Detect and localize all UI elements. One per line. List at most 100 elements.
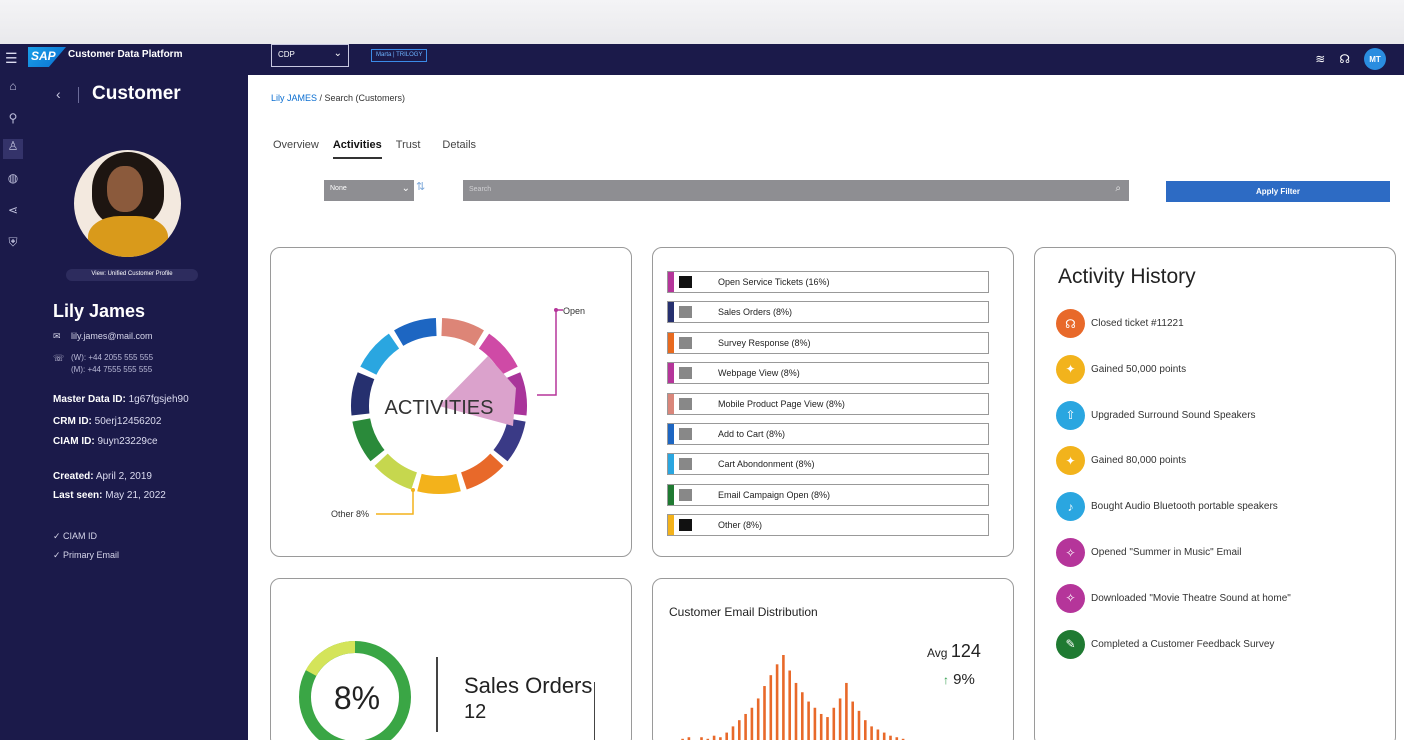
distribution-bar[interactable]	[857, 710, 861, 740]
sort-icon[interactable]: ⇅	[416, 181, 426, 193]
legend-checkbox[interactable]	[679, 276, 692, 288]
donut-segment[interactable]	[374, 453, 417, 490]
legend-row[interactable]: Add to Cart (8%)	[667, 423, 989, 445]
distribution-bar[interactable]	[700, 737, 703, 740]
tab-trust[interactable]: Trust	[395, 139, 421, 151]
legend-checkbox[interactable]	[679, 336, 692, 349]
donut-segment[interactable]	[493, 418, 526, 462]
hierarchy-icon[interactable]: ⚲	[8, 111, 18, 125]
headset-icon[interactable]: ☊	[1339, 52, 1350, 66]
legend-row[interactable]: Other (8%)	[667, 514, 989, 537]
distribution-bar[interactable]	[794, 682, 798, 740]
layers-icon[interactable]: ≋	[1315, 52, 1326, 66]
distribution-bar[interactable]	[681, 738, 684, 740]
distribution-bar[interactable]	[807, 701, 810, 740]
distribution-bar[interactable]	[864, 720, 867, 740]
back-icon[interactable]: ‹	[56, 86, 61, 102]
customer-icon[interactable]: ♙	[3, 139, 23, 159]
legend-checkbox[interactable]	[679, 488, 692, 501]
distribution-bar[interactable]	[712, 735, 716, 740]
legend-row[interactable]: Survey Response (8%)	[667, 331, 989, 354]
activity-history-item[interactable]: ✧ Downloaded "Movie Theatre Sound at home…	[1056, 583, 1291, 613]
legend-row[interactable]: Mobile Product Page View (8%)	[667, 392, 989, 415]
distribution-bar[interactable]	[731, 726, 735, 740]
distribution-bar[interactable]	[845, 682, 848, 740]
legend-row[interactable]: Sales Orders (8%)	[667, 301, 989, 324]
distribution-bar[interactable]	[895, 737, 899, 740]
filter-select[interactable]: None ⌄	[324, 180, 414, 201]
distribution-bar[interactable]	[756, 698, 760, 740]
activity-history-item[interactable]: ♪ Bought Audio Bluetooth portable speaker…	[1056, 492, 1278, 522]
tab-activities[interactable]: Activities	[332, 139, 382, 159]
distribution-bar[interactable]	[882, 732, 886, 740]
distribution-bar[interactable]	[719, 737, 722, 740]
distribution-bar[interactable]	[889, 735, 892, 740]
share-icon[interactable]: ⋖	[7, 203, 19, 217]
donut-segment[interactable]	[394, 318, 437, 346]
shield-icon[interactable]: ⛨	[8, 235, 18, 249]
globe-icon[interactable]: ◍	[7, 171, 19, 185]
distribution-bar[interactable]	[750, 707, 754, 740]
user-avatar[interactable]: MT	[1364, 48, 1386, 70]
legend-checkbox[interactable]	[679, 519, 692, 532]
hamburger-menu-icon[interactable]: ☰	[5, 50, 18, 66]
check-ciam: ✓ CIAM ID	[53, 531, 98, 541]
donut-segment[interactable]	[417, 473, 461, 494]
donut-segment[interactable]	[441, 318, 484, 346]
legend-checkbox[interactable]	[679, 428, 692, 440]
distribution-bar[interactable]	[851, 701, 854, 740]
activity-history-item[interactable]: ✦ Gained 80,000 points	[1056, 446, 1186, 476]
distribution-bar[interactable]	[838, 698, 842, 740]
distribution-bar[interactable]	[826, 717, 829, 740]
legend-checkbox[interactable]	[679, 458, 692, 471]
search-input[interactable]: Search ⌕	[463, 180, 1129, 201]
distribution-bar[interactable]	[819, 713, 823, 740]
donut-segment[interactable]	[478, 333, 518, 375]
legend-row[interactable]: Open Service Tickets (16%)	[667, 271, 989, 293]
distribution-bar[interactable]	[738, 720, 741, 740]
activity-history-item[interactable]: ✦ Gained 50,000 points	[1056, 354, 1186, 384]
activity-history-item[interactable]: ✧ Opened "Summer in Music" Email	[1056, 538, 1241, 567]
activity-history-item[interactable]: ⇧ Upgraded Surround Sound Speakers	[1056, 400, 1256, 430]
legend-row[interactable]: Email Campaign Open (8%)	[667, 483, 989, 506]
donut-segment[interactable]	[352, 418, 385, 462]
search-icon[interactable]: ⌕	[1115, 183, 1121, 194]
legend-checkbox[interactable]	[679, 397, 692, 410]
distribution-bar[interactable]	[832, 707, 836, 740]
distribution-bar[interactable]	[769, 675, 773, 740]
distribution-bar[interactable]	[813, 707, 817, 740]
distribution-bar[interactable]	[782, 655, 785, 740]
donut-segment[interactable]	[461, 453, 504, 490]
distribution-bar[interactable]	[725, 732, 728, 740]
distribution-bar[interactable]	[763, 686, 766, 740]
view-profile-button[interactable]: View: Unified Customer Profile	[66, 269, 198, 281]
donut-segment[interactable]	[351, 372, 375, 416]
activities-donut-chart: Open Other 8% ACTIVITIES	[331, 306, 585, 519]
distribution-bar[interactable]	[901, 738, 905, 740]
email-row: ✉ lily.james@mail.com	[53, 331, 152, 342]
distribution-bar[interactable]	[775, 664, 779, 740]
distribution-bar[interactable]	[870, 726, 873, 740]
distribution-bar[interactable]	[876, 729, 880, 740]
activity-history-item[interactable]: ✎ Completed a Customer Feedback Survey	[1056, 629, 1274, 659]
distribution-bar[interactable]	[687, 737, 691, 740]
customer-email[interactable]: lily.james@mail.com	[71, 331, 153, 341]
legend-row[interactable]: Webpage View (8%)	[667, 362, 989, 385]
legend-checkbox[interactable]	[679, 306, 692, 319]
distribution-bar[interactable]	[744, 713, 747, 740]
activity-history-item[interactable]: ☊ Closed ticket #11221	[1056, 309, 1184, 338]
breadcrumb-link[interactable]: Lily JAMES	[271, 93, 318, 103]
distribution-bar[interactable]	[801, 692, 804, 740]
tab-overview[interactable]: Overview	[273, 139, 319, 151]
home-icon[interactable]: ⌂	[9, 79, 17, 93]
legend-row[interactable]: Cart Abondonment (8%)	[667, 453, 989, 476]
master-data-label: Master Data ID:	[53, 394, 126, 405]
distribution-bar[interactable]	[706, 738, 710, 740]
tab-details[interactable]: Details	[442, 139, 477, 151]
cdp-select[interactable]: CDP ⌄	[271, 44, 349, 67]
legend-checkbox[interactable]	[679, 367, 692, 380]
tenant-tag[interactable]: Marta | TRILOGY	[371, 49, 428, 62]
distribution-bar[interactable]	[788, 670, 791, 740]
apply-filter-button[interactable]: Apply Filter	[1166, 181, 1390, 202]
donut-segment[interactable]	[360, 333, 400, 375]
